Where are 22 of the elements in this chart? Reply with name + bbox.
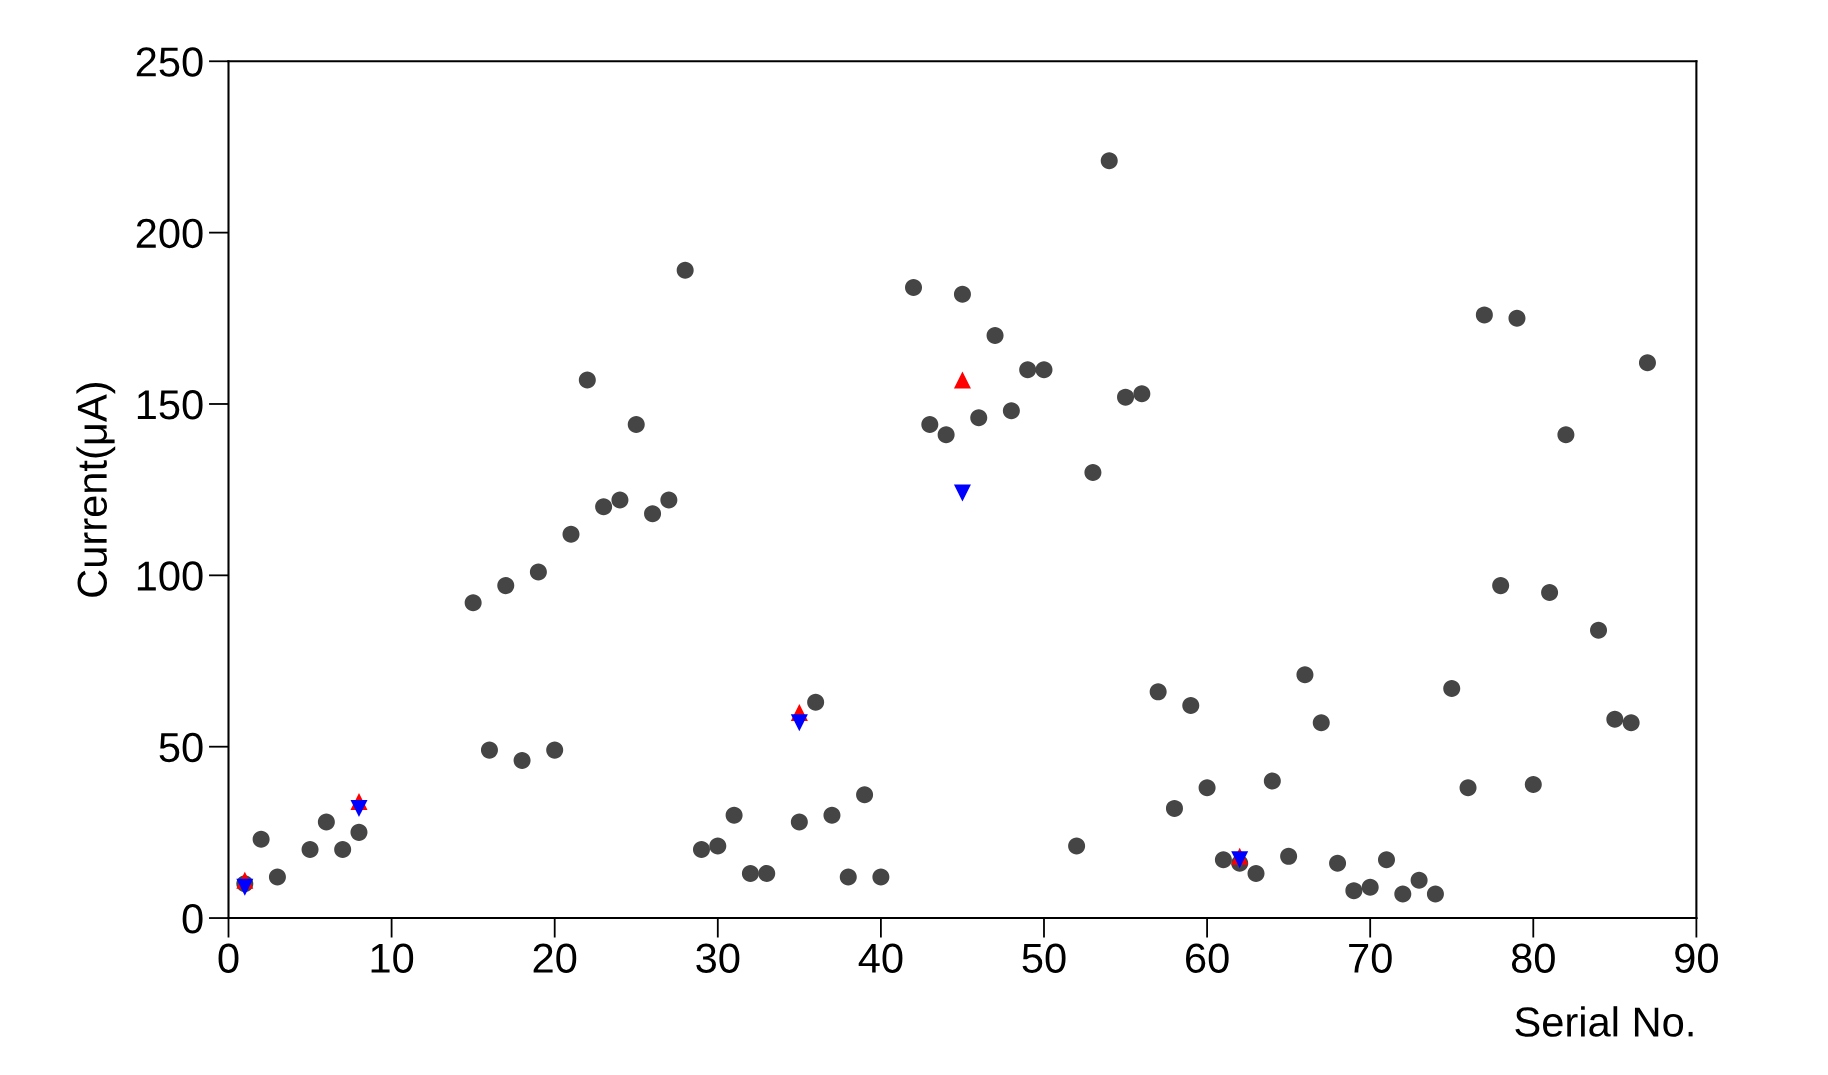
y-tick-label: 0 — [182, 904, 203, 934]
point — [953, 484, 971, 502]
y-tick-label: 50 — [159, 732, 203, 763]
x-tick-label: 90 — [1675, 943, 1718, 973]
x-tick-label: 40 — [858, 943, 903, 973]
y-axis-title: Current(μA) — [76, 383, 116, 597]
x-tick-label: 80 — [1511, 943, 1555, 973]
x-tick-label: 70 — [1349, 943, 1392, 973]
x-tick-label: 0 — [218, 943, 239, 973]
point — [790, 714, 808, 732]
point — [350, 799, 368, 817]
y-tick-label: 250 — [136, 47, 203, 77]
x-axis-title: Serial No. — [1515, 1006, 1693, 1037]
point — [953, 371, 971, 389]
y-tick-label: 100 — [137, 561, 203, 591]
x-tick-label: 60 — [1186, 943, 1229, 973]
x-tick-label: 10 — [371, 943, 414, 973]
y-tick-label: 150 — [137, 389, 203, 420]
y-tick-label: 200 — [136, 218, 203, 249]
x-tick-label: 50 — [1022, 943, 1066, 973]
x-tick-label: 30 — [696, 943, 740, 973]
x-tick-label: 20 — [533, 943, 577, 973]
